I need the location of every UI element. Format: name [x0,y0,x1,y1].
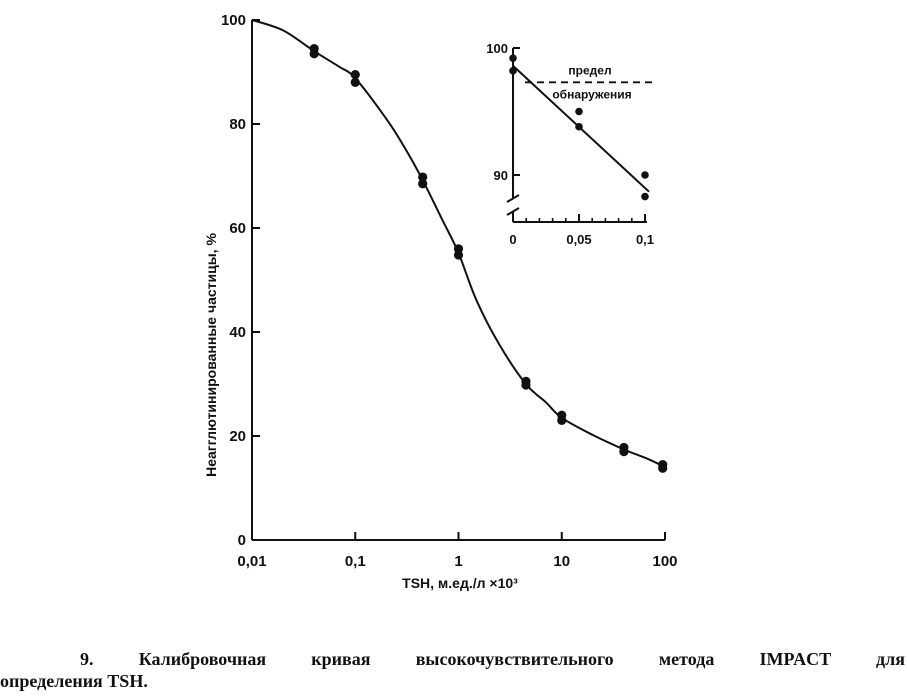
main-data-points [309,44,668,473]
caption-line-2: определения TSH. [0,671,148,691]
main-x-tick-label: 100 [652,553,677,570]
main-data-point [309,49,319,59]
main-y-tick-label: 100 [221,12,246,29]
main-data-point [521,380,531,390]
main-y-tick-label: 60 [229,220,246,237]
main-chart: 0,01 0,1 1 10 100 0 20 40 60 80 100 TSH, м.ед./л … [203,12,678,591]
main-y-tick-label: 20 [229,428,246,445]
main-y-tick-label: 0 [238,532,246,549]
main-x-tick-label: 0,1 [345,553,366,570]
detection-limit-label-line2: обнаружения [552,87,631,101]
inset-x-tick-label: 0,1 [636,232,654,247]
inset-data-point [575,122,583,131]
main-y-ticks: 0 20 40 60 80 100 [221,12,260,549]
inset-data-point [641,192,649,201]
inset-chart: 0 0,05 0,1 90 100 предел обнаружения [486,41,654,247]
inset-axis-break-mark [506,207,520,216]
detection-limit-label-line1: предел [568,63,611,77]
main-data-point [418,172,428,182]
x-axis-label: TSH, м.ед./л ×10³ [402,575,518,591]
main-data-point [658,463,668,473]
inset-x-tick-label: 0,05 [566,232,591,247]
figure-caption: 9. Калибровочная кривая высокочувствител… [0,648,905,692]
main-data-point [418,179,428,189]
main-x-tick-label: 0,01 [237,553,266,570]
inset-data-point [641,171,649,179]
main-data-point [619,447,629,457]
inset-y-tick-label: 100 [486,41,508,56]
inset-data-point [509,54,517,62]
inset-x-tick-label: 0 [509,232,516,247]
inset-y-ticks: 90 100 [486,41,520,183]
inset-x-ticks: 0 0,05 0,1 [509,214,654,247]
y-axis-label: Неагглютинированные частицы, % [203,233,219,477]
inset-data-point [575,107,583,116]
main-x-tick-label: 1 [454,553,462,570]
main-x-ticks: 0,01 0,1 1 10 100 [237,532,678,570]
main-data-point [350,70,360,80]
inset-axis-break-mark [506,194,520,203]
inset-data-points [509,54,649,201]
main-y-tick-label: 80 [229,116,246,133]
main-y-tick-label: 40 [229,324,246,341]
main-x-tick-label: 10 [553,553,570,570]
main-data-point [350,77,360,87]
caption-line-1: 9. Калибровочная кривая высокочувствител… [80,649,905,669]
main-data-point [557,415,567,425]
main-data-point [453,250,464,260]
inset-y-tick-label: 90 [494,168,508,183]
inset-data-point [509,67,517,75]
